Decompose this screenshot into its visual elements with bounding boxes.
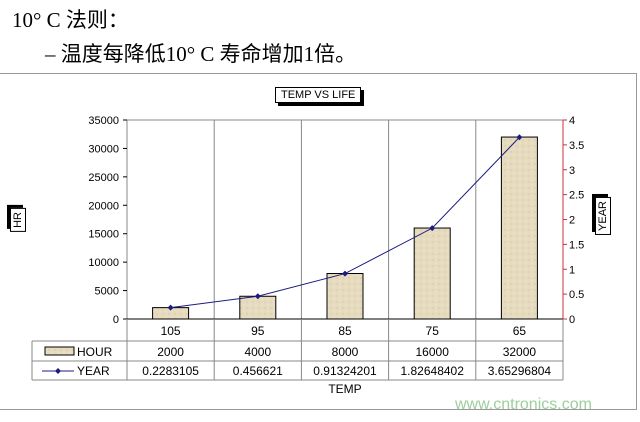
category-label: 85	[338, 324, 352, 338]
year-value: 1.82648402	[400, 364, 464, 378]
y2-tick-label: 3	[569, 165, 575, 177]
hour-value: 16000	[416, 345, 450, 359]
y-tick-label: 20000	[88, 200, 119, 212]
year-point	[429, 225, 436, 232]
chart-title: TEMP VS LIFE	[275, 87, 362, 103]
y-tick-label: 35000	[88, 115, 119, 127]
y2-tick-label: 0	[569, 314, 575, 326]
year-value: 0.91324201	[313, 364, 377, 378]
watermark: www.cntronics.com	[455, 396, 592, 413]
year-point	[167, 304, 174, 311]
y-tick-label: 30000	[88, 143, 119, 155]
year-legend-marker	[55, 368, 61, 374]
y-tick-label: 25000	[88, 172, 119, 184]
y2-tick-label: 2	[569, 215, 575, 227]
y2-tick-label: 1	[569, 264, 575, 276]
y-tick-label: 0	[113, 314, 119, 326]
year-value: 3.65296804	[488, 364, 552, 378]
y2-tick-label: 3.5	[569, 140, 584, 152]
chart-frame	[0, 73, 637, 410]
y2-tick-label: 1.5	[569, 239, 584, 251]
category-label: 75	[426, 324, 440, 338]
year-point	[254, 293, 261, 300]
y2-tick-label: 4	[569, 115, 575, 127]
y2-tick-label: 0.5	[569, 289, 584, 301]
hour-value: 32000	[503, 345, 537, 359]
hour-value: 8000	[332, 345, 359, 359]
bar	[500, 136, 538, 320]
bullet-line-1: 10° C 法则：	[12, 8, 129, 32]
y2-axis-label: YEAR	[595, 197, 611, 235]
year-point	[342, 270, 348, 277]
year-point	[516, 134, 523, 141]
y-tick-label: 15000	[88, 229, 119, 241]
x-axis-label: TEMP	[328, 382, 361, 396]
y-tick-label: 5000	[95, 286, 119, 298]
hour-legend-swatch	[44, 346, 75, 356]
y-axis-label: HR	[10, 208, 26, 232]
category-label: 95	[251, 324, 265, 338]
year-value: 0.456621	[233, 364, 283, 378]
category-label: 105	[161, 324, 181, 338]
bar	[413, 227, 451, 320]
hour-value: 4000	[244, 345, 271, 359]
hour-legend-label: HOUR	[77, 345, 113, 359]
hour-value: 2000	[157, 345, 184, 359]
year-legend-label: YEAR	[77, 364, 110, 378]
category-label: 65	[513, 324, 527, 338]
bullet-line-2: – 温度每降低10° C 寿命增加1倍。	[45, 42, 357, 66]
bar	[326, 273, 364, 320]
bar	[239, 295, 277, 320]
year-value: 0.2283105	[142, 364, 199, 378]
y2-tick-label: 2.5	[569, 190, 584, 202]
y-tick-label: 10000	[88, 257, 119, 269]
